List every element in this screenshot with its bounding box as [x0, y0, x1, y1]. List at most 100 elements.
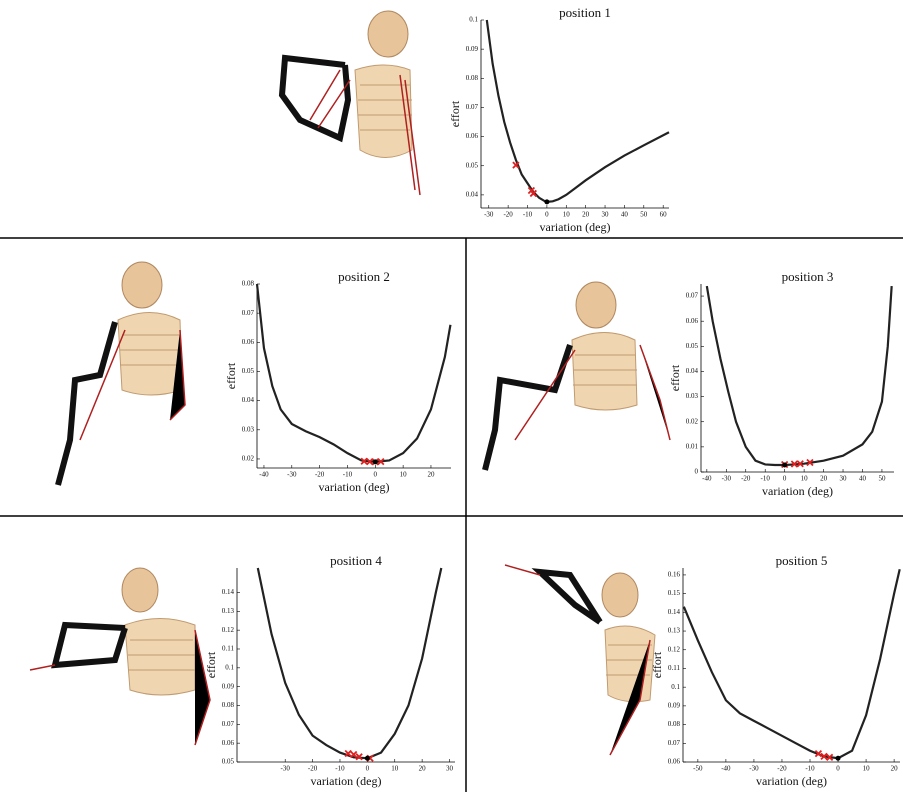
chart-title: position 1 [559, 5, 611, 20]
cross-marker [814, 749, 823, 758]
effort-curve [485, 19, 670, 203]
x-tick-label: 0 [836, 765, 840, 773]
y-tick-label: 0.16 [668, 571, 681, 579]
y-tick-label: 0.06 [668, 758, 681, 766]
x-tick-label: 30 [602, 211, 610, 219]
y-tick-label: 0.13 [668, 627, 681, 635]
y-tick-label: 0.03 [242, 425, 255, 433]
x-axis-label: variation (deg) [319, 480, 390, 494]
chart-title: position 5 [776, 553, 828, 568]
y-tick-label: 0.12 [222, 626, 235, 634]
y-tick-label: 0.09 [466, 45, 479, 53]
x-tick-label: 10 [391, 765, 399, 773]
y-tick-label: 0.12 [668, 645, 681, 653]
x-tick-label: 0 [545, 211, 549, 219]
x-tick-label: 10 [563, 211, 571, 219]
x-tick-label: 0 [374, 471, 378, 479]
skeleton-4 [29, 567, 211, 746]
x-tick-label: 60 [660, 211, 668, 219]
x-tick-label: 20 [582, 211, 590, 219]
x-tick-label: -50 [693, 765, 703, 773]
x-tick-label: -10 [335, 765, 345, 773]
skeleton-2 [55, 261, 186, 486]
x-tick-label: 10 [801, 475, 809, 483]
y-tick-label: 0.14 [222, 588, 235, 596]
y-tick-label: 0 [695, 468, 699, 476]
cross-marker [355, 753, 363, 761]
x-axis-label: variation (deg) [540, 220, 611, 234]
y-tick-label: 0.07 [686, 292, 699, 300]
x-tick-label: 20 [427, 471, 435, 479]
y-tick-label: 0.05 [242, 367, 255, 375]
x-tick-label: -30 [281, 765, 291, 773]
y-tick-label: 0.14 [668, 608, 681, 616]
x-tick-label: 30 [446, 765, 454, 773]
x-tick-label: -30 [484, 211, 494, 219]
y-axis-label: effort [204, 651, 218, 678]
x-tick-label: 20 [820, 475, 828, 483]
y-tick-label: 0.09 [668, 701, 681, 709]
y-tick-label: 0.03 [686, 392, 699, 400]
cross-marker [529, 189, 537, 198]
optimum-dot [544, 199, 550, 205]
x-tick-label: -40 [721, 765, 731, 773]
y-tick-label: 0.04 [242, 396, 255, 404]
optimum-dot [372, 459, 378, 465]
x-axis-label: variation (deg) [762, 484, 833, 498]
y-tick-label: 0.06 [242, 338, 255, 346]
x-tick-label: 50 [640, 211, 648, 219]
y-tick-label: 0.1 [225, 663, 234, 671]
x-tick-label: -30 [722, 475, 732, 483]
y-tick-label: 0.07 [668, 739, 681, 747]
y-tick-label: 0.09 [222, 682, 235, 690]
cross-marker [796, 460, 804, 468]
x-tick-label: -30 [749, 765, 759, 773]
effort-curve [682, 569, 901, 760]
skeleton-5 [504, 564, 656, 756]
cross-marker [512, 161, 520, 169]
y-tick-label: 0.02 [242, 455, 255, 463]
skeleton-1 [278, 10, 421, 196]
x-tick-label: -20 [315, 471, 325, 479]
x-tick-label: 30 [840, 475, 848, 483]
x-tick-label: -20 [503, 211, 513, 219]
y-tick-label: 0.08 [668, 720, 681, 728]
chart-title: position 3 [782, 269, 834, 284]
y-tick-label: 0.01 [686, 442, 699, 450]
x-tick-label: 40 [621, 211, 629, 219]
x-tick-label: -10 [805, 765, 815, 773]
y-tick-label: 0.07 [466, 103, 479, 111]
y-tick-label: 0.08 [242, 280, 255, 288]
cross-marker [806, 458, 814, 467]
y-axis-label: effort [448, 100, 462, 127]
x-tick-label: -10 [523, 211, 533, 219]
y-tick-label: 0.06 [222, 739, 235, 747]
y-tick-label: 0.05 [686, 342, 699, 350]
x-tick-label: -20 [777, 765, 787, 773]
y-tick-label: 0.08 [466, 74, 479, 82]
cross-marker [350, 750, 358, 759]
y-tick-label: 0.15 [668, 589, 681, 597]
y-tick-label: 0.1 [469, 16, 478, 24]
y-tick-label: 0.11 [668, 664, 680, 672]
x-tick-label: 0 [783, 475, 787, 483]
cross-marker [820, 752, 828, 761]
y-tick-label: 0.13 [222, 607, 235, 615]
skeleton-3 [482, 281, 671, 471]
y-tick-label: 0.06 [466, 132, 479, 140]
x-tick-label: -40 [259, 471, 269, 479]
cross-marker [790, 460, 799, 468]
cross-marker [360, 457, 368, 465]
x-tick-label: 20 [891, 765, 899, 773]
y-tick-label: 0.08 [222, 701, 235, 709]
y-tick-label: 0.04 [466, 190, 479, 198]
x-tick-label: -30 [287, 471, 297, 479]
effort-curve [705, 285, 893, 467]
optimum-dot [835, 755, 841, 761]
y-axis-label: effort [668, 364, 682, 391]
optimum-dot [782, 462, 788, 468]
cross-marker [825, 753, 834, 761]
x-tick-label: -10 [343, 471, 353, 479]
x-tick-label: 10 [863, 765, 871, 773]
